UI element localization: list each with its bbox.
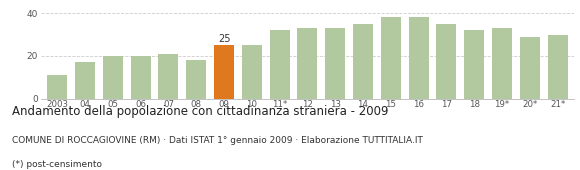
Bar [242,45,262,99]
Bar [325,28,345,99]
Bar [75,62,95,99]
Bar [548,35,567,99]
Bar [186,60,206,99]
Bar [103,56,123,99]
Bar [214,45,234,99]
Bar [520,37,540,99]
Bar [298,28,317,99]
Text: COMUNE DI ROCCAGIOVINE (RM) · Dati ISTAT 1° gennaio 2009 · Elaborazione TUTTITAL: COMUNE DI ROCCAGIOVINE (RM) · Dati ISTAT… [12,136,422,145]
Bar [408,18,429,99]
Text: Andamento della popolazione con cittadinanza straniera - 2009: Andamento della popolazione con cittadin… [12,105,388,118]
Bar [158,54,179,99]
Bar [270,30,289,99]
Bar [492,28,512,99]
Text: 25: 25 [218,33,230,44]
Bar [353,24,373,99]
Bar [380,18,401,99]
Bar [436,24,456,99]
Bar [464,30,484,99]
Bar [130,56,151,99]
Text: (*) post-censimento: (*) post-censimento [12,160,102,169]
Bar [47,75,67,99]
